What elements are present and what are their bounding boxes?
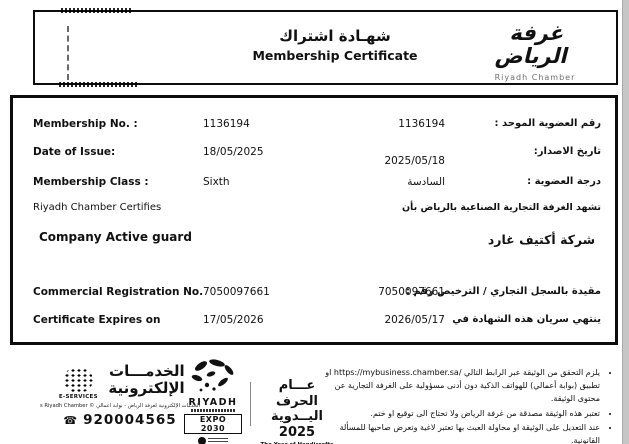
handicrafts-english: The Year of Handicrafts: [258, 442, 336, 444]
date-of-issue-label-en: Date of Issue:: [33, 146, 116, 158]
riyadh-chamber-logo-arabic: غرفة الرياض: [493, 21, 572, 69]
certificate-expiry-label-ar: ينتهي سريان هذه الشهادة في: [452, 314, 601, 325]
membership-class-label-en: Membership Class :: [33, 176, 149, 188]
legal-notes: يلزم التحقق من الوثيقة عبر الرابط التالي…: [322, 366, 614, 444]
expo-year: EXPO 2030: [184, 414, 242, 434]
company-name-ar: شركة أكتيف غارد: [487, 232, 595, 247]
membership-class-label-ar: درجة العضوية :: [527, 176, 601, 187]
print-artifact-bottom: [59, 82, 139, 87]
footer-logo-divider: [250, 382, 251, 426]
year-of-handicrafts-logo: عـــام الحرف اليــدوية 2025 The Year of …: [258, 378, 336, 444]
eservices-tagline: الخدمات الإلكترونية لغرفة الرياض - بوابة…: [40, 403, 200, 409]
title-english: Membership Certificate: [252, 48, 418, 63]
membership-no-value-en: 1136194: [203, 118, 250, 130]
eservices-logo-arabic-line1: الخدمـــات: [109, 362, 185, 380]
commercial-registration-value-ar: 7050097661: [378, 286, 445, 298]
contact-phone: ☎ 920004565: [40, 412, 200, 428]
print-artifact-top: [61, 8, 133, 13]
riyadh-expo-2030-logo: RIYADH EXPO 2030: [184, 358, 242, 444]
expo-name: RIYADH: [188, 397, 238, 408]
commercial-registration-label-ar: مقيدة بالسجل التجاري / الترخيص رقم :: [406, 286, 601, 297]
eservices-logo-arabic: الخدمـــات الإلكترونية: [108, 362, 185, 398]
certifies-statement-ar: تشهد الغرفة التجارية الصناعية بالرياض بأ…: [401, 202, 601, 213]
field-row-commercial-registration: Commercial Registration No. 7050097661 7…: [33, 286, 601, 304]
page-edge-strip: [622, 0, 629, 444]
date-of-issue-value-en: 18/05/2025: [203, 146, 264, 158]
certificate-expiry-label-en: Certificate Expires on: [33, 314, 161, 326]
phone-number: 920004565: [83, 412, 177, 428]
membership-class-value-en: Sixth: [203, 176, 230, 188]
fold-dashed-line: [67, 26, 69, 80]
eservices-logo-english: E-SERVICES: [58, 394, 98, 400]
handicrafts-arabic-line1: عـــام الحرف: [276, 378, 318, 409]
legal-note-tampering: عند التعديل على الوثيقة او محاولة العبث …: [322, 421, 600, 444]
membership-no-label-ar: رقم العضوية الموحد :: [494, 118, 602, 129]
membership-no-label-en: Membership No. :: [33, 118, 138, 130]
commercial-registration-label-en: Commercial Registration No.: [33, 286, 204, 298]
certificate-header-box: شهـادة اشتراك Membership Certificate غرف…: [33, 8, 618, 87]
certificate-title: شهـادة اشتراك Membership Certificate: [175, 27, 495, 63]
riyadh-chamber-logo: غرفة الرياض Riyadh Chamber: [470, 21, 600, 83]
handicrafts-arabic-line2: اليــدوية 2025: [271, 409, 323, 440]
certifies-statement-en: Riyadh Chamber Certifies: [33, 202, 162, 213]
title-arabic: شهـادة اشتراك: [279, 27, 391, 45]
certificate-expiry-value-en: 17/05/2026: [203, 314, 264, 326]
company-name-en: Company Active guard: [39, 230, 192, 244]
field-row-certificate-expiry: Certificate Expires on 17/05/2026 2026/0…: [33, 314, 601, 332]
expo-microtext: [191, 409, 235, 412]
legal-note-verification: يلزم التحقق من الوثيقة عبر الرابط التالي…: [322, 366, 600, 406]
phone-icon: ☎: [63, 414, 79, 427]
eservices-globe-icon: [63, 367, 94, 393]
membership-no-value-ar: 1136194: [398, 118, 445, 130]
legal-note-no-signature: تعتبر هذه الوثيقة مصدقة من غرفة الرياض و…: [322, 407, 600, 420]
expo-badge: [184, 437, 242, 444]
riyadh-chamber-logo-english: Riyadh Chamber: [494, 73, 576, 83]
date-of-issue-label-ar: تاريخ الاصدار:: [533, 146, 601, 157]
expo-palm-leaves-icon: [191, 359, 234, 392]
expo-badge-circle-icon: [198, 437, 206, 444]
certificate-expiry-value-ar: 2026/05/17: [384, 314, 445, 326]
eservices-logo-arabic-line2: الإلكترونية: [108, 379, 185, 398]
membership-class-value-ar: السادسة: [407, 176, 445, 188]
expo-badge-microtext: [208, 437, 228, 444]
date-of-issue-value-ar: 2025/05/18: [384, 155, 445, 167]
commercial-registration-value-en: 7050097661: [203, 286, 270, 298]
field-row-date-of-issue: Date of Issue: 18/05/2025 2025/05/18 تار…: [33, 146, 601, 167]
field-row-membership-class: Membership Class : Sixth السادسة درجة ال…: [33, 176, 601, 194]
certificate-body-box: Membership No. : 1136194 1136194 رقم الع…: [10, 95, 618, 345]
eservices-logo-block: E-SERVICES الخدمـــات الإلكترونية الخدما…: [40, 362, 200, 428]
field-row-membership-no: Membership No. : 1136194 1136194 رقم الع…: [33, 118, 601, 136]
